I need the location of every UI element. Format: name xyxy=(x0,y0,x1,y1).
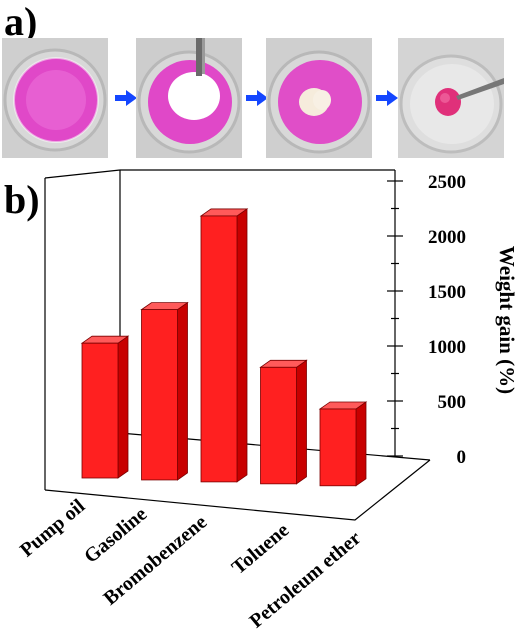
bar xyxy=(141,309,178,481)
bar xyxy=(200,215,238,483)
bar-side-face xyxy=(177,301,188,481)
bar-side-face xyxy=(296,359,307,485)
bar-side-face xyxy=(117,335,129,479)
panel-label-b: b) xyxy=(4,177,40,222)
y-tick-label: 0 xyxy=(457,447,467,468)
arrow-right-icon xyxy=(115,90,137,106)
panel-label-a: a) xyxy=(4,0,38,44)
x-category-label: Pump oil xyxy=(16,495,90,562)
frame-top-left-edge xyxy=(44,169,121,179)
chart-bars xyxy=(80,208,368,487)
y-tick-label: 1500 xyxy=(428,282,466,303)
bar xyxy=(81,342,119,479)
x-category-label: Toluene xyxy=(228,519,294,579)
y-axis-ticks: 0 500 1000 1500 2000 2500 xyxy=(387,172,466,468)
bar xyxy=(319,408,357,487)
y-tick-label: 1000 xyxy=(428,337,466,358)
arrow-right-icon xyxy=(246,90,268,106)
arrow-right-icon xyxy=(376,90,398,106)
y-tick-label: 500 xyxy=(438,392,467,413)
photo-beaker-sponge-inserted xyxy=(136,38,242,158)
photo-beaker-pink-oil xyxy=(2,38,108,158)
y-axis-title: Weight gain (%) xyxy=(495,246,519,394)
frame-floor-front xyxy=(44,459,431,521)
y-tick-label: 2500 xyxy=(428,172,466,193)
y-tick-label: 2000 xyxy=(428,227,466,248)
bar-side-face xyxy=(355,401,367,487)
photo-beaker-sponge-absorbing xyxy=(266,38,372,158)
bar xyxy=(260,366,297,485)
bar-side-face xyxy=(236,208,248,483)
photo-beaker-sponge-removed xyxy=(398,38,504,158)
